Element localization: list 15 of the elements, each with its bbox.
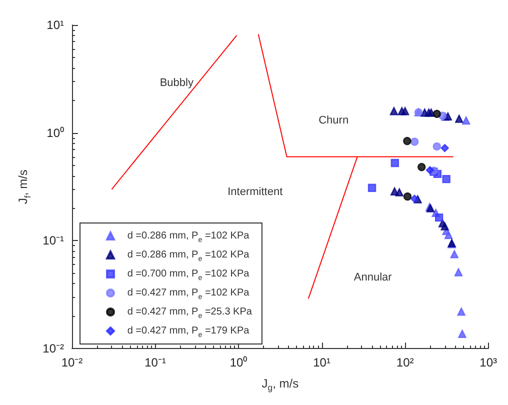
annotation: Annular (354, 271, 392, 284)
y-tick-label: 10⁰ (46, 126, 64, 140)
x-tick-label: 10⁻¹ (144, 356, 166, 370)
y-tick-label: 10¹ (46, 18, 64, 32)
y-axis-title: Jf, m/s (16, 170, 32, 204)
x-tick-label: 10³ (480, 356, 498, 370)
x-tick-label: 10⁰ (230, 356, 248, 370)
annotation: Bubbly (160, 76, 194, 89)
annotation: Intermittent (228, 186, 283, 198)
annotation: Churn (318, 114, 349, 126)
x-tick-label: 10² (396, 356, 414, 370)
y-tick-label: 10⁻¹ (42, 234, 64, 248)
x-tick-label: 10⁻² (61, 356, 83, 370)
y-tick-label: 10⁻² (42, 342, 64, 356)
x-tick-label: 10¹ (313, 356, 330, 370)
